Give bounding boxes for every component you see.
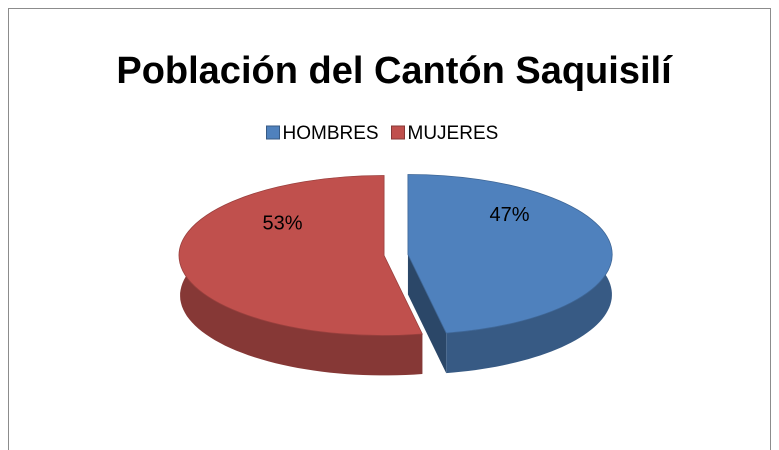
legend: HOMBRES MUJERES [266,123,499,144]
chart-frame [8,8,771,450]
legend-swatch [391,125,405,140]
data-label: 53% [262,212,302,234]
data-label: 47% [489,204,529,226]
chart-title: Población del Cantón Saquisilí [116,50,673,92]
legend-label: MUJERES [408,123,499,144]
legend-label: HOMBRES [283,123,379,144]
legend-swatch [266,125,280,140]
slice-wall [407,254,447,374]
slice [407,174,613,334]
slice [178,175,423,336]
pie: 47% 53% [178,174,613,376]
